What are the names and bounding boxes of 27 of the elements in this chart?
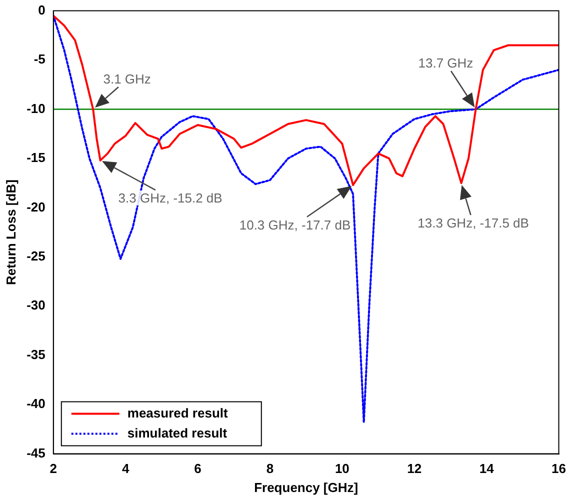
annotation: 13.7 GHz: [418, 56, 474, 71]
legend-label: simulated result: [127, 425, 228, 440]
annotation: 3.3 GHz, -15.2 dB: [118, 190, 222, 206]
y-tick-label: -20: [26, 199, 46, 214]
legend-label: measured result: [127, 405, 228, 420]
x-tick-label: 2: [50, 461, 58, 476]
x-tick-label: 6: [194, 461, 202, 476]
y-tick-label: -30: [26, 298, 46, 313]
x-tick-label: 14: [479, 461, 495, 476]
annotation: 13.3 GHz, -17.5 dB: [418, 216, 529, 231]
annotation: 3.1 GHz: [103, 72, 151, 87]
y-tick-label: -25: [26, 248, 46, 264]
y-tick-label: -35: [26, 346, 46, 362]
x-tick-label: 8: [266, 461, 274, 476]
x-tick-label: 12: [407, 461, 422, 476]
x-tick-label: 16: [552, 461, 566, 476]
y-tick-label: -5: [34, 52, 46, 67]
y-axis-title: Return Loss [dB]: [3, 180, 18, 286]
y-tick-label: -15: [26, 150, 46, 166]
annotation: 10.3 GHz, -17.7 dB: [239, 218, 351, 233]
y-tick-label: -40: [26, 396, 46, 412]
y-tick-label: -10: [26, 100, 46, 116]
y-tick-label: -45: [26, 445, 46, 460]
x-tick-label: 10: [334, 461, 350, 476]
y-tick-label: 0: [38, 2, 46, 18]
x-axis-title: Frequency [GHz]: [254, 480, 358, 495]
x-tick-label: 4: [122, 461, 130, 476]
